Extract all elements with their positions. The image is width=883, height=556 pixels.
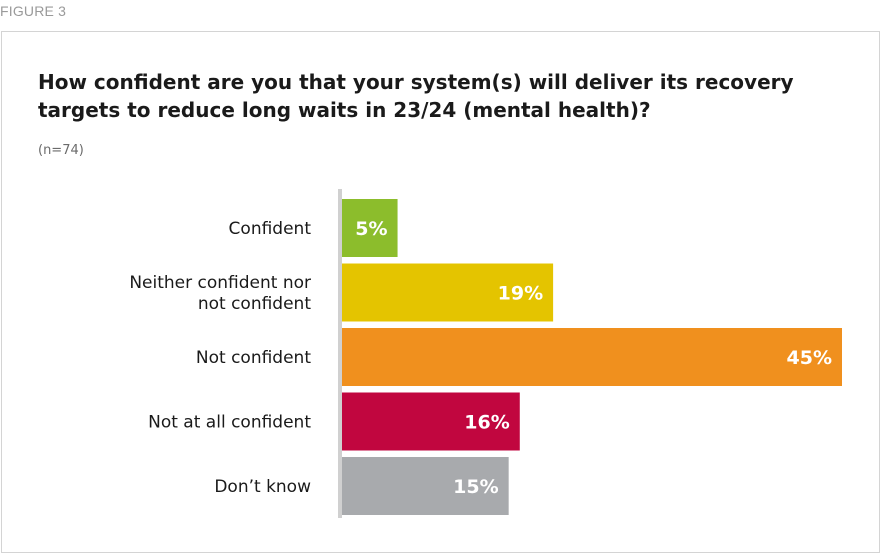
bar-4 [342, 457, 509, 515]
category-label-1: Neither confident nor not confident [129, 273, 311, 314]
category-label-3: Not at all confident [148, 413, 311, 433]
value-label-3: 16% [464, 412, 509, 434]
value-label-1: 19% [498, 283, 543, 305]
value-label-2: 45% [787, 347, 832, 369]
category-label-0: Confident [229, 219, 312, 239]
category-label-2: Not confident [196, 348, 311, 368]
figure-label: FIGURE 3 [0, 3, 67, 19]
bar-2 [342, 328, 842, 386]
bar-3 [342, 392, 520, 451]
value-label-0: 5% [355, 218, 387, 240]
bar-1 [342, 263, 554, 322]
bar-0 [342, 199, 398, 257]
chart-frame [1, 31, 880, 553]
category-label-4: Don’t know [214, 477, 311, 497]
value-label-4: 15% [453, 476, 498, 498]
sample-size-note: (n=74) [38, 143, 84, 158]
chart-title: How confident are you that your system(s… [38, 70, 794, 122]
